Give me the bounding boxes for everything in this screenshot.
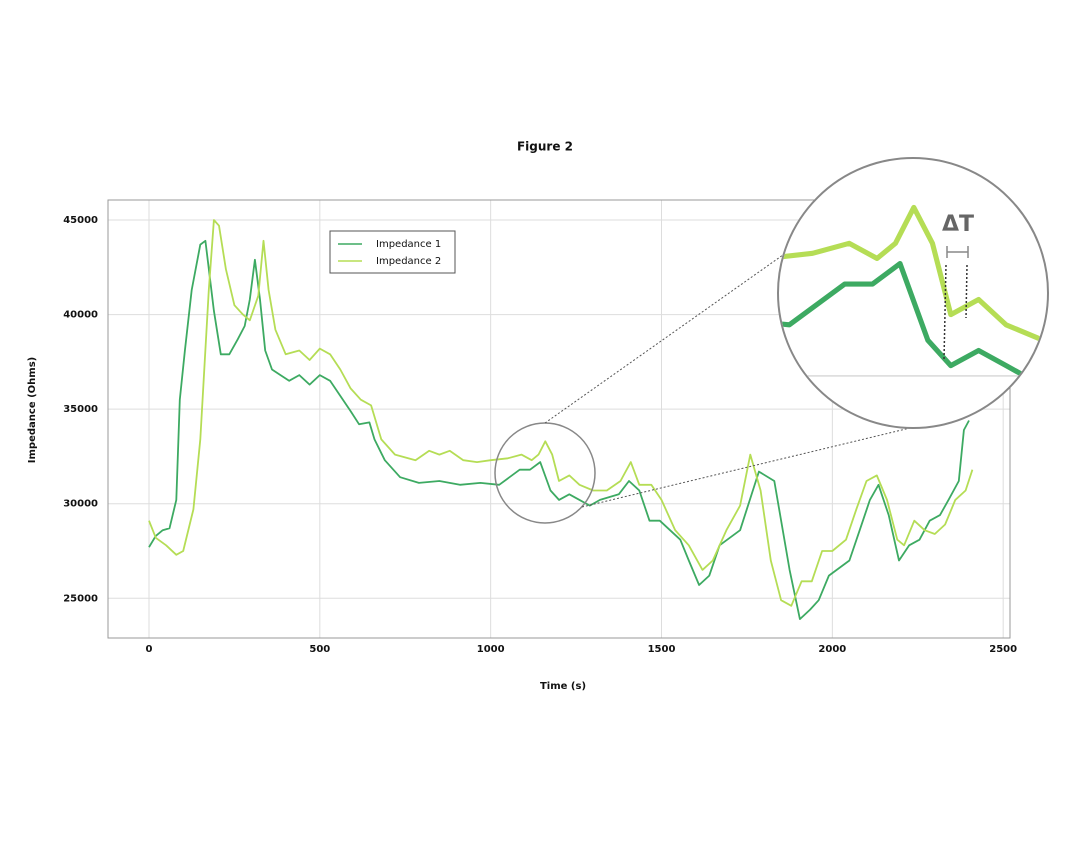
- series-line: [148, 239, 970, 620]
- x-tick-label: 1000: [477, 644, 505, 655]
- delta-markers: [943, 264, 968, 361]
- x-tick-label: 2000: [818, 644, 846, 655]
- x-tick-label: 1500: [648, 644, 676, 655]
- delta-bracket: [946, 246, 969, 258]
- legend-label: Impedance 1: [376, 239, 441, 250]
- zoom-series-line: [779, 159, 1047, 427]
- plot-frame: [107, 199, 1011, 639]
- zoom-connector: [581, 427, 911, 508]
- y-axis-label: Impedance (Ohms): [27, 357, 38, 463]
- lines: [148, 219, 974, 620]
- chart-title: Figure 2: [517, 140, 573, 154]
- x-tick-label: 2500: [989, 644, 1017, 655]
- annotation: ΔT: [942, 212, 974, 237]
- zoom-view: [779, 159, 1047, 427]
- y-tick-label: 35000: [63, 404, 98, 415]
- x-tick-label: 0: [146, 644, 153, 655]
- zoom-connector: [544, 249, 791, 424]
- zoom-content: [779, 159, 1047, 427]
- x-axis-label: Time (s): [540, 681, 586, 692]
- y-tick-label: 30000: [63, 499, 98, 510]
- legend: Impedance 1 Impedance 2: [338, 239, 441, 267]
- y-tick-label: 45000: [63, 215, 98, 226]
- x-tick-label: 500: [309, 644, 330, 655]
- legend-box: [329, 230, 456, 274]
- y-tick-label: 25000: [63, 593, 98, 604]
- series-line: [148, 219, 974, 607]
- y-tick-label: 40000: [63, 310, 98, 321]
- zoom-series-line: [779, 159, 1047, 427]
- legend-label: Impedance 2: [376, 256, 441, 267]
